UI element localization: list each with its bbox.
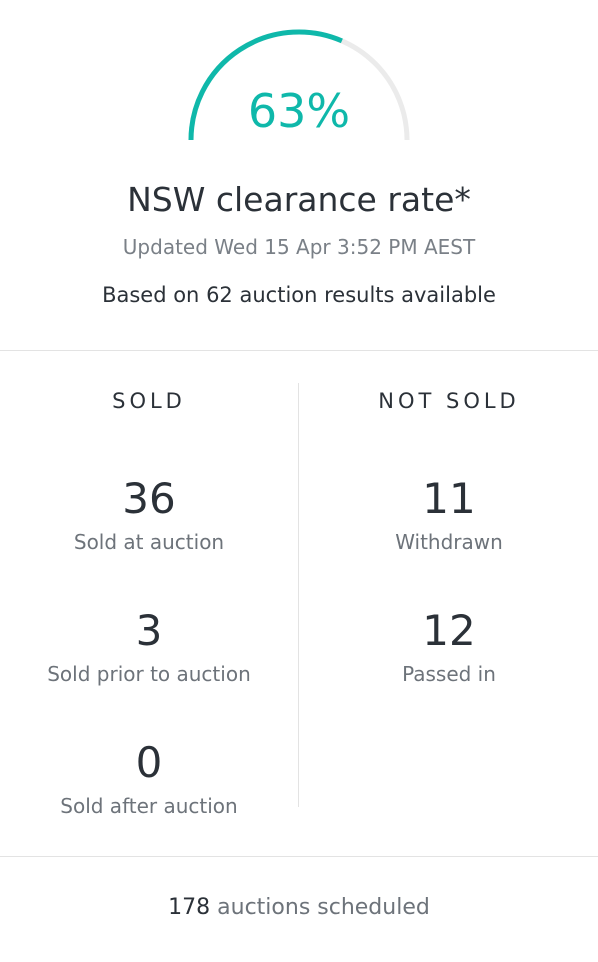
stat: 12 Passed in [300, 566, 598, 698]
count: 62 [206, 283, 233, 307]
stat-label: Sold after auction [60, 794, 238, 818]
title: NSW clearance rate* [127, 180, 471, 219]
gauge [188, 29, 410, 141]
stat-value: 3 [135, 606, 163, 655]
footer: 178 auctions scheduled [0, 895, 598, 920]
heading: SOLD [112, 389, 186, 413]
stat-label: Passed in [402, 662, 496, 686]
gauge-arc [188, 29, 343, 141]
gauge-value: 63% [247, 84, 351, 138]
stat-label: Sold prior to auction [47, 662, 251, 686]
based-on: Based on 62 auction results available [0, 283, 598, 307]
stat-value: 0 [135, 738, 163, 787]
not-sold-column: NOT SOLD 11 Withdrawn 12 Passed in [300, 386, 598, 698]
updated: Updated Wed 15 Apr 3:52 PM AEST [122, 235, 476, 259]
sold-column: SOLD 36 Sold at auction 3 Sold prior to auc… [0, 386, 298, 830]
stat: 3 Sold prior to auction [0, 566, 298, 698]
divider [0, 856, 598, 857]
text: auction results available [239, 283, 496, 307]
stat: 36 Sold at auction [0, 434, 298, 566]
stat-label: Sold at auction [73, 530, 225, 554]
stat-label: Withdrawn [395, 530, 503, 554]
stat-value: 36 [122, 474, 176, 523]
text: Based on [102, 283, 200, 307]
divider [0, 350, 598, 351]
stat-value: 12 [422, 606, 476, 655]
stat: 0 Sold after auction [0, 698, 298, 830]
stat-value: 11 [422, 474, 476, 523]
count: 178 [168, 895, 211, 920]
stat: 11 Withdrawn [300, 434, 598, 566]
divider [298, 383, 299, 807]
text: auctions scheduled [217, 895, 430, 920]
heading: NOT SOLD [378, 389, 520, 413]
